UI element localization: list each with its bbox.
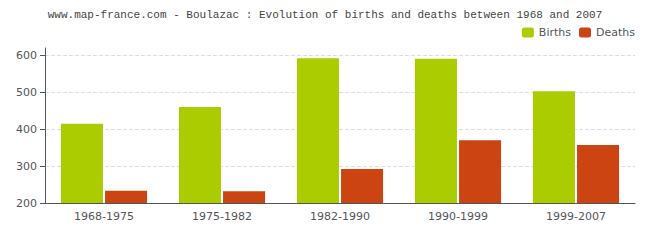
svg-text:Deaths: Deaths — [596, 26, 635, 39]
svg-text:500: 500 — [16, 86, 37, 99]
svg-text:400: 400 — [16, 123, 37, 136]
svg-text:1982-1990: 1982-1990 — [310, 210, 370, 223]
svg-text:1975-1982: 1975-1982 — [192, 210, 252, 223]
svg-text:600: 600 — [16, 49, 37, 62]
svg-text:Births: Births — [539, 26, 571, 39]
svg-text:1999-2007: 1999-2007 — [546, 210, 606, 223]
svg-text:300: 300 — [16, 160, 37, 173]
svg-text:www.map-france.com - Boulazac: www.map-france.com - Boulazac : Evolutio… — [48, 9, 603, 21]
svg-text:1968-1975: 1968-1975 — [74, 210, 134, 223]
svg-text:1990-1999: 1990-1999 — [428, 210, 488, 223]
svg-text:200: 200 — [16, 197, 37, 210]
